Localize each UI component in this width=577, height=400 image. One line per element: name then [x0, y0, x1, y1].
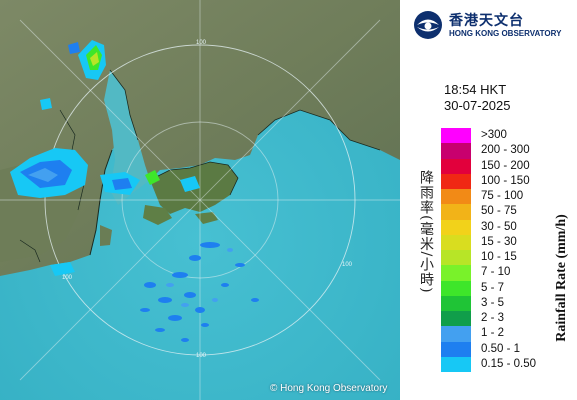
logo-chinese-name: 香港天文台	[449, 13, 524, 29]
legend-item: 1 - 2	[441, 326, 576, 342]
range-ring-label: 100	[196, 40, 207, 46]
legend-range-label: 150 - 200	[481, 159, 530, 172]
legend-swatch	[441, 234, 471, 250]
legend-range-label: 200 - 300	[481, 144, 530, 157]
rain-echo-central	[145, 170, 200, 192]
legend-range-label: 30 - 50	[481, 220, 517, 233]
coastline	[257, 109, 381, 151]
legend-swatch	[441, 265, 471, 281]
legend-range-label: 0.15 - 0.50	[481, 357, 536, 370]
observation-time: 18:54 HKT	[444, 82, 507, 97]
hko-logo[interactable]: 香港天文台 HONG KONG OBSERVATORY	[412, 8, 572, 42]
coastline	[149, 161, 239, 196]
legend-range-label: 50 - 75	[481, 205, 517, 218]
legend-range-label: 10 - 15	[481, 251, 517, 263]
lantau-island	[143, 205, 172, 225]
logo-english-name: HONG KONG OBSERVATORY	[449, 29, 562, 38]
grid-line-diagonal	[19, 19, 381, 381]
legend-range-label: >300	[481, 129, 507, 141]
legend-item: 0.15 - 0.50	[441, 356, 576, 372]
rain-echo-south	[140, 242, 259, 342]
estuary	[104, 70, 150, 205]
legend-item: >300	[441, 128, 576, 144]
range-rings	[0, 0, 400, 400]
legend-range-label: 2 - 3	[481, 312, 505, 324]
range-ring-outer	[44, 44, 356, 356]
hk-island	[195, 212, 218, 224]
legend-range-label: 75 - 100	[481, 190, 524, 202]
legend-range-label: 100 - 150	[481, 174, 530, 187]
legend-item: 15 - 30	[441, 234, 576, 250]
legend-item: 2 - 3	[441, 311, 576, 327]
legend-swatch	[441, 250, 471, 266]
legend-item: 3 - 5	[441, 295, 576, 311]
grid-line-diagonal	[19, 19, 381, 381]
legend-swatch	[441, 189, 471, 205]
legend-item: 30 - 50	[441, 219, 576, 235]
legend-swatch	[441, 341, 471, 357]
range-ring-label: 100	[196, 353, 207, 359]
hko-emblem-icon	[414, 11, 442, 39]
legend-item: 10 - 15	[441, 250, 576, 266]
legend-swatch	[441, 311, 471, 327]
legend-range-label: 5 - 7	[481, 281, 505, 294]
legend-item: 7 - 10	[441, 265, 576, 281]
coastline	[109, 69, 139, 141]
legend-item: 150 - 200	[441, 158, 576, 174]
legend-swatch	[441, 219, 471, 235]
rainfall-legend: >300 200 - 300 150 - 200 100 - 150 75 - 100 5…	[441, 128, 576, 372]
river	[19, 239, 41, 263]
legend-item: 75 - 100	[441, 189, 576, 205]
legend-range-label: 15 - 30	[481, 235, 517, 248]
copyright-notice: © Hong Kong Observatory	[270, 383, 388, 394]
legend-title-chinese: 降雨率(毫米/小時)	[418, 170, 434, 294]
range-ring-label: 100	[62, 275, 73, 281]
legend-title-english: Rainfall Rate (mm/h)	[554, 214, 569, 342]
legend-swatch	[441, 356, 471, 372]
observation-date: 30-07-2025	[444, 98, 511, 113]
rain-echo-north	[40, 40, 106, 110]
legend-item: 5 - 7	[441, 280, 576, 296]
legend-range-label: 3 - 5	[481, 296, 505, 309]
legend-swatch	[441, 158, 471, 174]
legend-swatch	[441, 280, 471, 296]
legend-range-label: 0.50 - 1	[481, 342, 520, 355]
legend-swatch	[441, 128, 471, 144]
legend-item: 100 - 150	[441, 173, 576, 189]
macau	[100, 225, 112, 246]
range-ring-label: 100	[342, 262, 353, 268]
legend-range-label: 7 - 10	[481, 266, 511, 279]
legend-item: 0.50 - 1	[441, 341, 576, 357]
coastline	[89, 149, 113, 256]
legend-swatch	[441, 143, 471, 159]
legend-item: 50 - 75	[441, 204, 576, 220]
radar-map-canvas	[0, 0, 400, 400]
legend-swatch	[441, 173, 471, 189]
side-panel: 香港天文台 HONG KONG OBSERVATORY 18:54 HKT 30…	[400, 0, 577, 400]
range-ring-inner	[121, 121, 279, 279]
legend-swatch	[441, 295, 471, 311]
legend-item: 200 - 300	[441, 143, 576, 159]
legend-swatch	[441, 326, 471, 342]
rain-echo-west	[10, 148, 140, 276]
rain-echo-south-light	[166, 248, 233, 307]
legend-swatch	[441, 204, 471, 220]
legend-range-label: 1 - 2	[481, 327, 505, 340]
radar-map[interactable]: 100 100 100 100 © Hong Kong Observatory	[0, 0, 400, 400]
